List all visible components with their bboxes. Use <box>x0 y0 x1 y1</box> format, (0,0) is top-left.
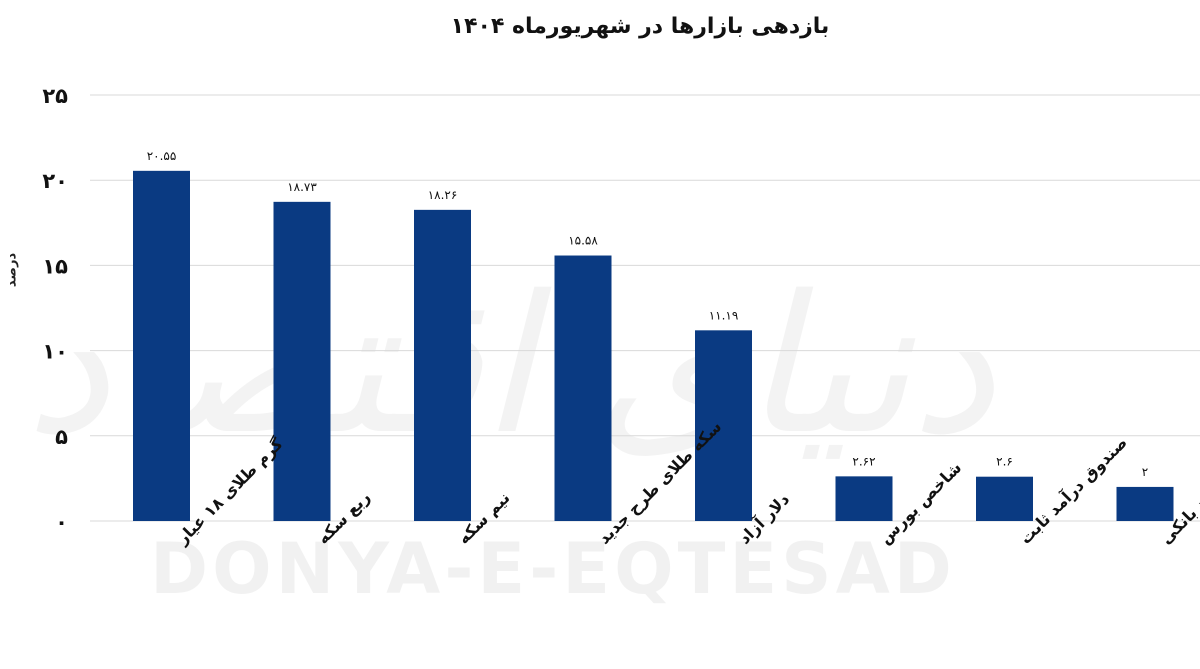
bar <box>695 330 752 521</box>
bar <box>273 201 331 521</box>
bar <box>1116 486 1174 521</box>
chart-title: بازدهی بازارها در شهریورماه ۱۴۰۴ <box>450 14 830 39</box>
bar <box>414 209 471 521</box>
y-axis-ticks: ۰ ۵ ۱۰ ۱۵ ۲۰ ۲۵ <box>42 84 68 534</box>
bars <box>133 170 1174 522</box>
data-label: ۲ <box>1142 465 1148 479</box>
data-label: ۲.۶۲ <box>852 454 875 468</box>
y-tick-label: ۲۰ <box>42 169 68 193</box>
y-tick-label: ۵ <box>55 425 68 449</box>
data-label: ۱۸.۲۶ <box>428 188 458 202</box>
y-tick-label: ۱۵ <box>42 254 68 278</box>
bar <box>554 255 612 522</box>
data-label: ۱۱.۱۹ <box>709 308 739 322</box>
y-tick-label: ۰ <box>55 510 68 534</box>
data-label: ۲.۶ <box>996 455 1013 469</box>
y-tick-label: ۱۰ <box>42 340 68 364</box>
data-label: ۱۵.۵۸ <box>568 234 598 248</box>
bar <box>835 476 893 521</box>
bar <box>976 476 1033 521</box>
y-tick-label: ۲۵ <box>42 84 68 108</box>
data-label: ۲۰.۵۵ <box>147 149 177 163</box>
data-label: ۱۸.۷۳ <box>287 180 317 194</box>
bar <box>133 170 190 521</box>
